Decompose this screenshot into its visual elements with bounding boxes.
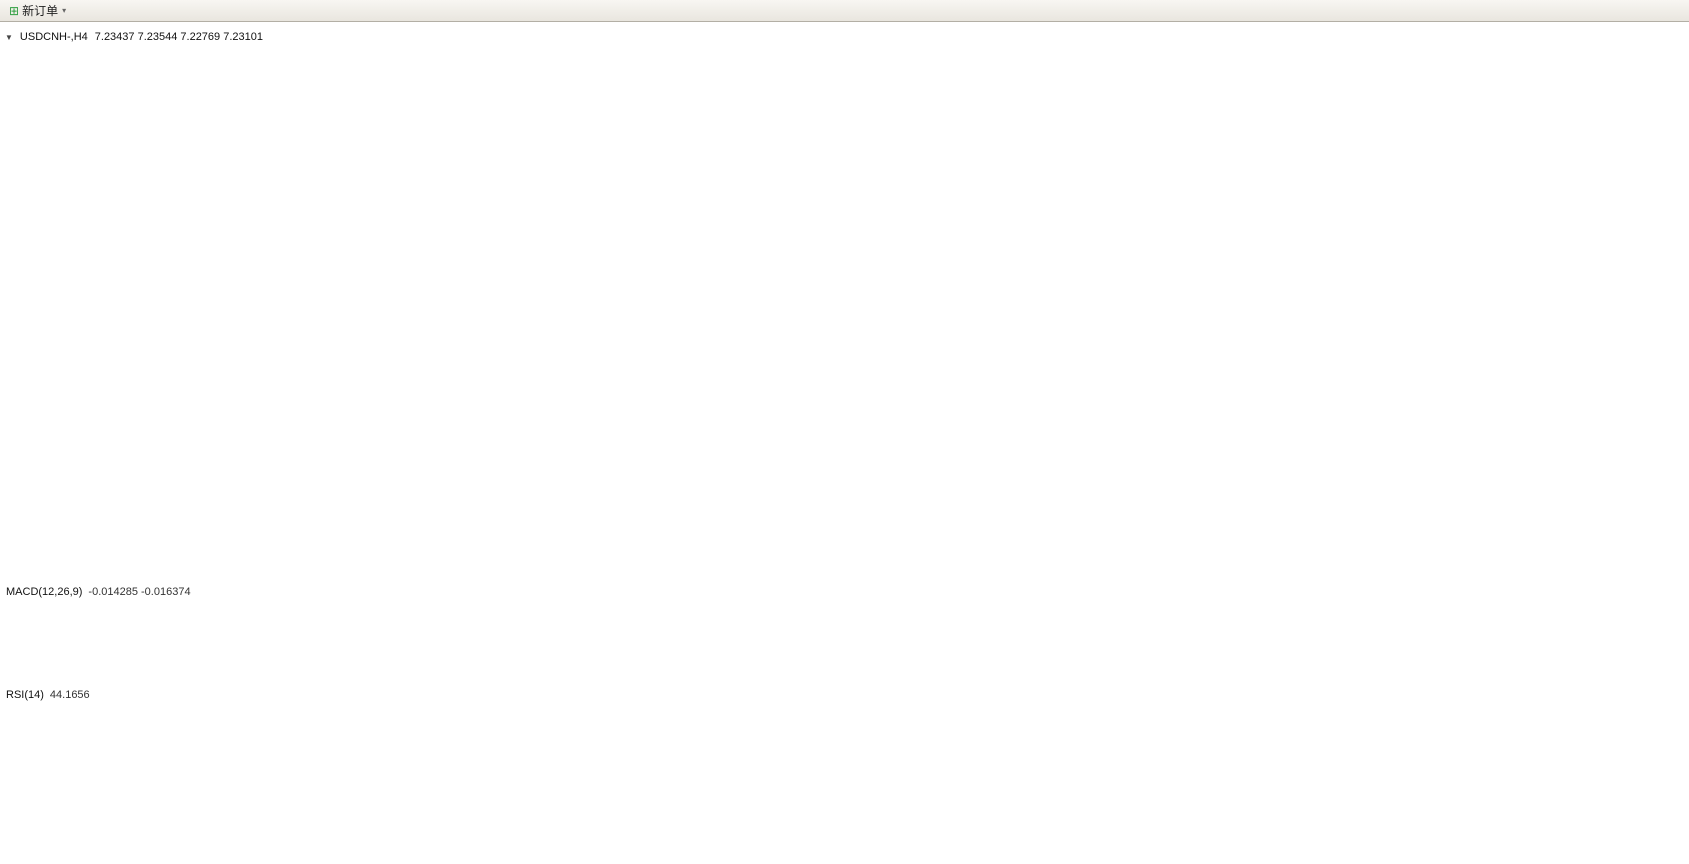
new-order-button-label: 新订单 [22, 4, 59, 18]
symbol-collapse-icon[interactable]: ▼ [5, 32, 13, 42]
macd-current-values: -0.014285 -0.016374 [88, 586, 191, 598]
chart-title-bar: ▼ USDCNH-,H4 7.23437 7.23544 7.22769 7.2… [5, 31, 263, 43]
macd-name: MACD(12,26,9) [6, 586, 83, 598]
rsi-name: RSI(14) [6, 689, 44, 701]
ohlc-values: 7.23437 7.23544 7.22769 7.23101 [94, 31, 263, 43]
macd-indicator-label: MACD(12,26,9) -0.014285 -0.016374 [6, 586, 191, 598]
new-order-button[interactable]: ⊞ 新订单 ▾ [5, 1, 70, 21]
new-order-button-icon: ⊞ [9, 3, 20, 18]
symbol-period-label: USDCNH-,H4 [19, 31, 88, 43]
rsi-current-value: 44.1656 [49, 689, 90, 701]
toolbar: ⊞ 新订单 ▾ [0, 0, 1689, 22]
rsi-indicator-label: RSI(14) 44.1656 [6, 689, 90, 701]
new-order-button-dropdown-icon[interactable]: ▾ [62, 6, 67, 15]
